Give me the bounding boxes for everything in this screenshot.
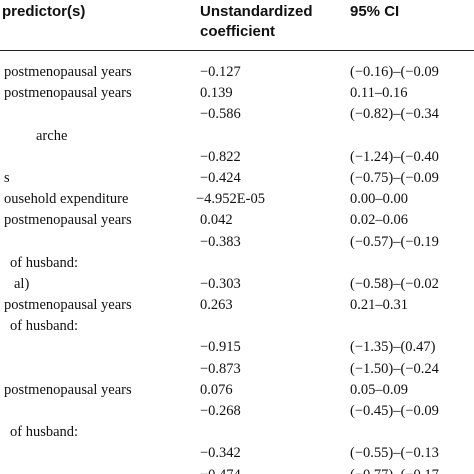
predictor-cell: of husband: (10, 254, 79, 271)
ci-cell: 0.05–0.09 (350, 381, 408, 398)
coefficient-column-header-line2: coefficient (200, 23, 276, 40)
coefficient-cell: −0.383 (200, 233, 241, 250)
coefficient-cell: −0.424 (200, 169, 241, 186)
table-row: −0.342 (−0.55)–(−0.13 (0, 443, 474, 464)
ci-column-header: 95% CI (350, 3, 400, 20)
coefficient-cell: −0.303 (200, 275, 241, 292)
predictor-cell: ousehold expenditure (4, 191, 129, 208)
ci-cell: 0.00–0.00 (350, 191, 408, 208)
table-row: postmenopausal years −0.127 (−0.16)–(−0.… (0, 62, 474, 83)
predictor-cell: postmenopausal years (4, 381, 132, 398)
predictor-cell: arche (36, 127, 68, 144)
ci-cell: 0.11–0.16 (350, 85, 408, 102)
ci-cell: (−1.50)–(−0.24 (350, 360, 439, 377)
ci-cell: (−1.35)–(0.47) (350, 339, 436, 356)
ci-cell: (−0.57)–(−0.19 (350, 233, 439, 250)
table-row: −0.586 (−0.82)–(−0.34 (0, 104, 474, 125)
table-row: −0.822 (−1.24)–(−0.40 (0, 147, 474, 168)
ci-cell: (−0.82)–(−0.34 (350, 106, 439, 123)
table-row: of husband: (0, 422, 474, 443)
table-row: −0.268 (−0.45)–(−0.09 (0, 401, 474, 422)
coefficient-cell: −0.127 (200, 64, 241, 80)
table-row: −0.873 (−1.50)–(−0.24 (0, 359, 474, 380)
coefficient-column-header-line1: Unstandardized (200, 3, 313, 20)
table-row: postmenopausal years 0.076 0.05–0.09 (0, 380, 474, 401)
table-body: postmenopausal years −0.127 (−0.16)–(−0.… (0, 62, 474, 474)
ci-cell: (−0.58)–(−0.02 (350, 275, 439, 292)
coefficient-cell: −0.342 (200, 445, 241, 462)
predictor-cell: postmenopausal years (4, 212, 132, 229)
predictor-cell: postmenopausal years (4, 85, 132, 102)
predictor-cell: of husband: (10, 318, 79, 335)
coefficient-cell: 0.076 (200, 381, 233, 398)
coefficient-cell: −0.268 (200, 403, 241, 419)
table-row: of husband: (0, 253, 474, 274)
table-row: postmenopausal years 0.042 0.02–0.06 (0, 210, 474, 231)
ci-cell: 0.02–0.06 (350, 212, 408, 229)
coefficient-cell: 0.263 (200, 297, 233, 314)
table-row: s −0.424 (−0.75)–(−0.09 (0, 168, 474, 189)
coefficient-cell: −0.586 (200, 106, 241, 123)
table-row: −0.383 (−0.57)–(−0.19 (0, 232, 474, 253)
ci-cell: (−0.16)–(−0.09 (350, 64, 439, 80)
predictor-cell: of husband: (10, 424, 79, 441)
predictor-column-header: predictor(s) (2, 3, 86, 20)
table-row: arche (0, 126, 474, 147)
table-row: of husband: (0, 316, 474, 337)
coefficient-cell: −4.952E-05 (196, 191, 265, 208)
ci-cell: (−0.77)–(−0.17 (350, 465, 439, 474)
predictor-cell: al) (14, 275, 30, 292)
table-row: ousehold expenditure −4.952E-05 0.00–0.0… (0, 189, 474, 210)
coefficient-cell: 0.042 (200, 212, 233, 229)
ci-cell: 0.21–0.31 (350, 297, 408, 314)
predictor-cell: postmenopausal years (4, 297, 132, 314)
table-row: al) −0.303 (−0.58)–(−0.02 (0, 274, 474, 295)
coefficient-cell: 0.139 (200, 85, 233, 102)
table-row: postmenopausal years 0.139 0.11–0.16 (0, 83, 474, 104)
header-rule (0, 50, 474, 51)
table-row: −0.474 (−0.77)–(−0.17 (0, 465, 474, 474)
ci-cell: (−1.24)–(−0.40 (350, 148, 439, 165)
predictor-cell: postmenopausal years (4, 64, 132, 80)
table-row: −0.915 (−1.35)–(0.47) (0, 337, 474, 358)
coefficient-cell: −0.822 (200, 148, 241, 165)
predictor-cell: s (4, 169, 10, 186)
table-row: postmenopausal years 0.263 0.21–0.31 (0, 295, 474, 316)
coefficient-cell: −0.873 (200, 360, 241, 377)
ci-cell: (−0.45)–(−0.09 (350, 403, 439, 419)
ci-cell: (−0.55)–(−0.13 (350, 445, 439, 462)
ci-cell: (−0.75)–(−0.09 (350, 169, 439, 186)
coefficient-cell: −0.915 (200, 339, 241, 356)
coefficient-cell: −0.474 (200, 465, 241, 474)
